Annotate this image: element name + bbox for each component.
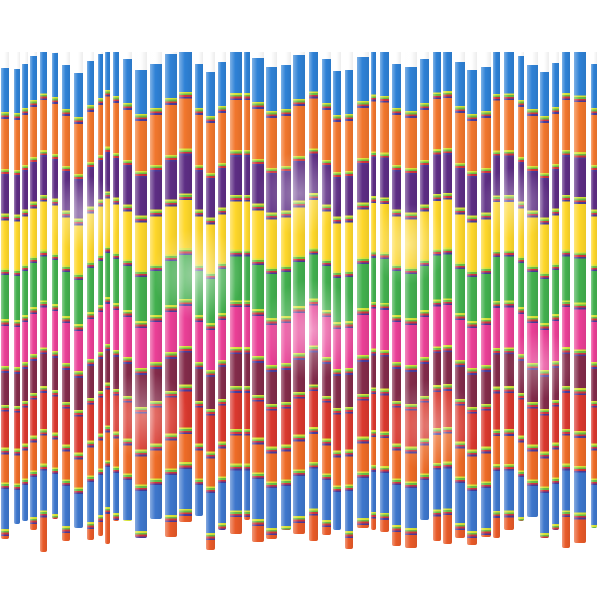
- foil-strand: [539, 52, 550, 538]
- foil-fringe-curtain: [0, 52, 600, 557]
- foil-strand: [292, 52, 306, 534]
- foil-strand: [164, 52, 177, 537]
- foil-strand: [194, 52, 203, 516]
- foil-strand: [22, 52, 29, 521]
- foil-strand: [590, 52, 598, 528]
- foil-strand: [122, 52, 133, 521]
- foil-strand: [380, 52, 389, 532]
- foil-strand: [517, 52, 525, 521]
- foil-strand: [332, 52, 342, 530]
- foil-strand: [149, 52, 162, 519]
- foil-strand: [281, 52, 292, 530]
- foil-strand: [179, 52, 192, 522]
- foil-strand: [1, 52, 10, 539]
- foil-strand: [97, 52, 103, 536]
- foil-strand: [217, 52, 227, 530]
- foil-strand: [466, 52, 478, 545]
- foil-strand: [562, 52, 570, 548]
- foil-strand: [442, 52, 453, 544]
- foil-strand: [356, 52, 370, 528]
- foil-strand: [404, 52, 418, 548]
- foil-strand: [574, 52, 587, 543]
- foil-strand: [503, 52, 515, 530]
- foil-strand: [551, 52, 559, 530]
- foil-strand: [432, 52, 442, 541]
- foil-strand: [454, 52, 465, 538]
- foil-strand: [419, 52, 429, 520]
- foil-strand: [112, 52, 120, 521]
- foil-strand: [86, 52, 95, 540]
- foil-strand: [135, 52, 147, 538]
- foil-strand: [104, 52, 110, 544]
- foil-strand: [526, 52, 538, 517]
- foil-strand: [230, 52, 243, 534]
- foil-strand: [30, 52, 37, 530]
- foil-strand: [51, 52, 58, 519]
- foil-strand: [243, 52, 251, 520]
- foil-strand: [371, 52, 376, 530]
- foil-strand: [493, 52, 501, 538]
- foil-strand: [321, 52, 331, 535]
- foil-strand: [481, 52, 492, 537]
- foil-strand: [73, 52, 84, 528]
- foil-strand: [391, 52, 401, 546]
- foil-strand: [62, 52, 70, 541]
- foil-strand: [345, 52, 353, 549]
- foil-strand: [252, 52, 264, 542]
- foil-strand: [13, 52, 20, 524]
- foil-strand: [39, 52, 48, 552]
- foil-strand: [266, 52, 278, 539]
- foil-strand: [308, 52, 318, 541]
- foil-strand: [205, 52, 215, 550]
